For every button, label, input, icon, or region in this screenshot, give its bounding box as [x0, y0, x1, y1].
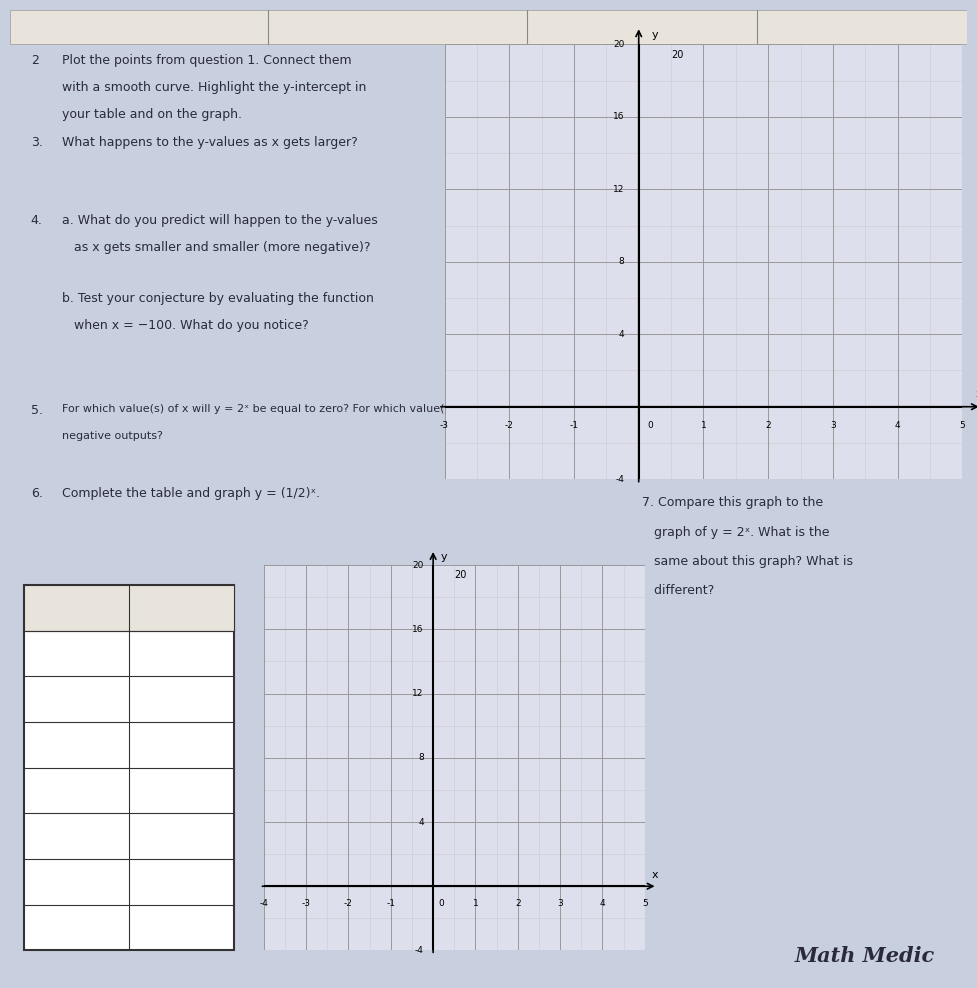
Text: with a smooth curve. Highlight the y-intercept in: with a smooth curve. Highlight the y-int…	[63, 81, 366, 94]
Text: y: y	[178, 602, 187, 615]
Text: 0: 0	[648, 421, 654, 430]
Text: -2: -2	[505, 421, 514, 430]
Text: 8: 8	[618, 257, 624, 267]
Text: negative outputs?: negative outputs?	[63, 432, 163, 442]
Text: as x gets smaller and smaller (more negative)?: as x gets smaller and smaller (more nega…	[63, 241, 371, 255]
Text: 0: 0	[438, 899, 444, 908]
Text: What happens to the y-values as x gets larger?: What happens to the y-values as x gets l…	[63, 136, 359, 149]
Text: 1: 1	[73, 830, 81, 843]
Text: -4: -4	[415, 946, 424, 955]
Text: Complete the table and graph y = (1/2)ˣ.: Complete the table and graph y = (1/2)ˣ.	[63, 487, 320, 500]
Text: a. What do you predict will happen to the y-values: a. What do you predict will happen to th…	[63, 214, 378, 227]
Text: 2: 2	[73, 875, 81, 888]
Text: -3: -3	[440, 421, 449, 430]
Text: 8: 8	[418, 753, 424, 763]
Text: For which value(s) of x will y = 2ˣ be equal to zero? For which value(s) of x wi: For which value(s) of x will y = 2ˣ be e…	[63, 404, 571, 414]
Text: 6.: 6.	[31, 487, 43, 500]
Text: 5: 5	[642, 899, 648, 908]
Text: x: x	[72, 602, 81, 615]
Text: 3: 3	[830, 421, 835, 430]
Text: 12: 12	[412, 689, 424, 699]
Text: 7. Compare this graph to the: 7. Compare this graph to the	[642, 497, 823, 510]
Text: 1: 1	[701, 421, 706, 430]
Text: when x = −100. What do you notice?: when x = −100. What do you notice?	[63, 319, 309, 332]
Text: -4: -4	[616, 474, 624, 484]
Text: 3: 3	[557, 899, 563, 908]
Text: -2: -2	[344, 899, 353, 908]
Text: y: y	[441, 552, 447, 562]
Text: -1: -1	[570, 421, 578, 430]
Text: 4.: 4.	[31, 214, 43, 227]
Text: -4: -4	[259, 899, 269, 908]
Text: -1: -1	[70, 738, 83, 751]
Text: different?: different?	[642, 584, 714, 597]
Text: 12: 12	[614, 185, 624, 194]
Text: 5.: 5.	[31, 404, 43, 417]
Text: same about this graph? What is: same about this graph? What is	[642, 555, 853, 568]
Text: -1: -1	[386, 899, 396, 908]
Bar	[10, 10, 967, 43]
Text: b. Test your conjecture by evaluating the function: b. Test your conjecture by evaluating th…	[63, 292, 374, 305]
Text: 20: 20	[614, 40, 624, 49]
Text: 20: 20	[671, 49, 684, 60]
Text: -2: -2	[70, 693, 83, 705]
Text: your table and on the graph.: your table and on the graph.	[63, 108, 242, 122]
Text: 20: 20	[412, 560, 424, 570]
Text: 0: 0	[73, 784, 81, 797]
Text: 5: 5	[959, 421, 965, 430]
Text: Plot the points from question 1. Connect them: Plot the points from question 1. Connect…	[63, 53, 352, 66]
Text: graph of y = 2ˣ. What is the: graph of y = 2ˣ. What is the	[642, 526, 829, 538]
Text: 3.: 3.	[31, 136, 43, 149]
Text: 2: 2	[765, 421, 771, 430]
Text: 1: 1	[473, 899, 479, 908]
Text: 16: 16	[613, 113, 624, 122]
Text: 2: 2	[515, 899, 521, 908]
Text: x: x	[652, 870, 658, 880]
Text: Math Medic: Math Medic	[795, 946, 935, 965]
Text: 2: 2	[31, 53, 39, 66]
Text: 3: 3	[73, 921, 81, 934]
Text: -3: -3	[70, 647, 83, 660]
Text: -3: -3	[302, 899, 311, 908]
Text: 16: 16	[412, 624, 424, 634]
Text: 4: 4	[600, 899, 606, 908]
Text: x: x	[975, 389, 977, 399]
Text: 4: 4	[418, 817, 424, 827]
Text: 4: 4	[895, 421, 901, 430]
Text: 4: 4	[618, 330, 624, 339]
Text: y: y	[652, 31, 658, 41]
Text: 20: 20	[454, 570, 467, 580]
